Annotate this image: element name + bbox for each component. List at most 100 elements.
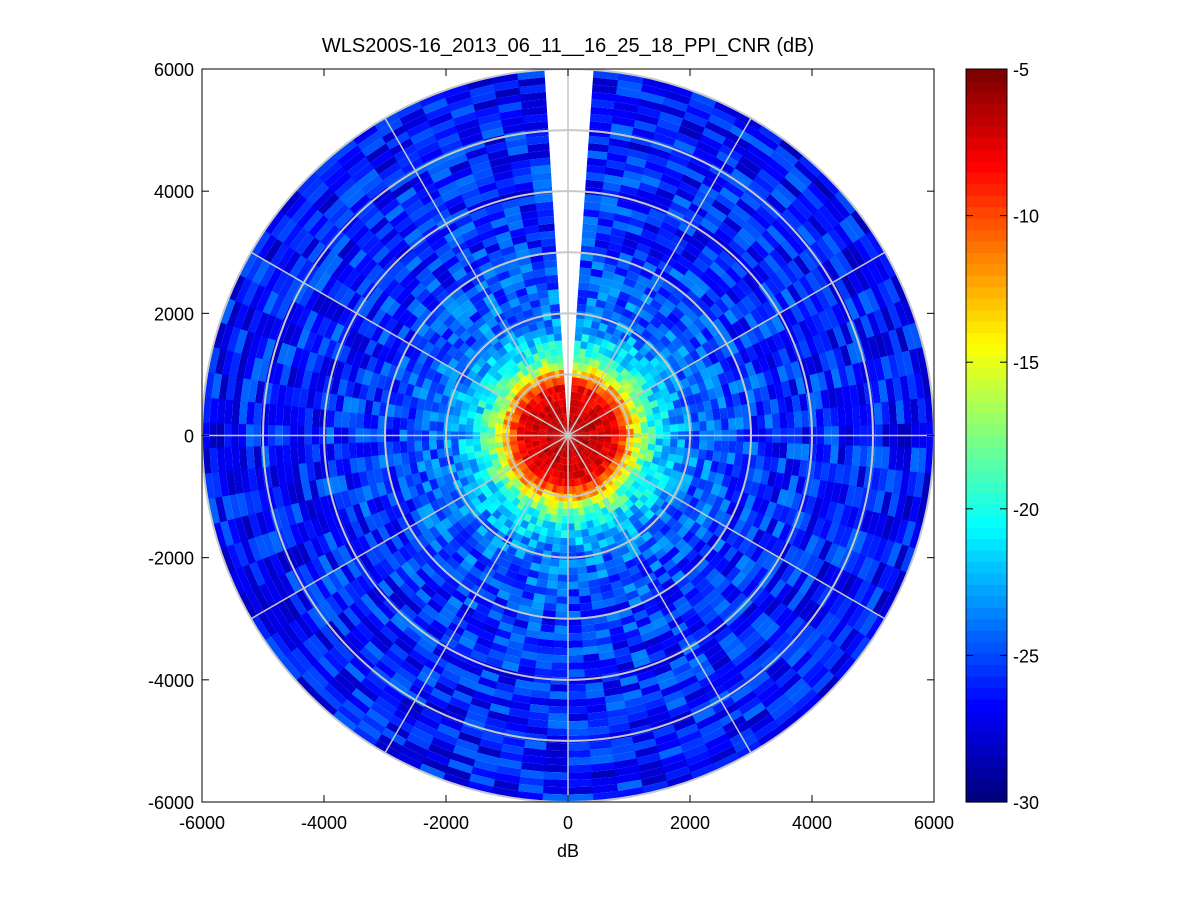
ppi-cell	[877, 379, 889, 405]
ppi-cell	[707, 337, 721, 352]
ppi-cell	[540, 304, 552, 314]
ppi-cell	[699, 490, 711, 504]
ppi-cell	[626, 564, 641, 577]
ppi-cell	[703, 307, 719, 324]
ppi-cell	[773, 382, 785, 400]
ppi-cell	[789, 547, 805, 569]
ppi-cell	[418, 470, 429, 484]
ppi-cell	[584, 557, 596, 567]
ppi-cell	[619, 184, 640, 197]
ppi-cell	[443, 254, 461, 270]
ppi-cell	[521, 270, 536, 281]
ppi-cell	[622, 468, 632, 477]
ppi-cell	[577, 446, 584, 453]
ppi-cell	[726, 614, 746, 633]
ppi-cell	[433, 612, 452, 629]
ppi-cell	[696, 140, 721, 158]
ppi-cell	[489, 695, 512, 708]
ppi-cell	[730, 168, 755, 188]
ppi-cell	[644, 554, 659, 567]
ppi-cell	[615, 660, 635, 673]
ppi-cell	[621, 308, 634, 320]
ppi-cell	[567, 574, 579, 583]
ppi-cell	[821, 285, 839, 309]
ppi-cell	[492, 595, 508, 608]
ppi-cell	[516, 664, 536, 676]
ppi-cell	[392, 636, 414, 655]
ppi-cell	[796, 192, 820, 217]
ppi-cell	[326, 442, 336, 461]
ppi-cell	[585, 380, 593, 389]
ppi-cell	[677, 513, 690, 527]
ppi-cell	[581, 427, 589, 432]
ppi-cell	[525, 403, 534, 411]
ppi-cell	[377, 414, 387, 430]
ppi-cell	[605, 467, 615, 475]
ppi-cell	[588, 381, 596, 391]
ppi-cell	[361, 234, 381, 255]
ppi-cell	[407, 371, 420, 386]
ppi-cell	[295, 257, 315, 282]
ppi-cell	[580, 341, 589, 350]
ppi-cell	[415, 407, 424, 421]
ppi-cell	[281, 595, 301, 620]
ppi-cell	[521, 99, 547, 109]
ppi-cell	[575, 407, 581, 416]
ppi-cell	[660, 221, 680, 236]
ppi-cell	[696, 603, 714, 621]
ppi-cell	[295, 641, 318, 667]
ppi-cell	[506, 367, 517, 378]
ppi-cell	[706, 322, 721, 338]
ppi-cell	[735, 417, 744, 431]
ppi-cell	[800, 661, 824, 685]
ppi-cell	[832, 502, 845, 526]
ppi-cell	[411, 552, 427, 568]
ppi-cell	[527, 462, 536, 470]
ppi-cell	[763, 254, 783, 275]
ppi-cell	[702, 459, 713, 472]
ppi-cell	[405, 556, 422, 573]
ppi-cell	[709, 746, 737, 765]
ppi-cell	[835, 251, 855, 276]
ppi-cell	[246, 444, 255, 470]
ppi-cell	[725, 355, 739, 371]
ppi-cell	[363, 530, 378, 550]
ppi-cell	[857, 290, 875, 317]
ppi-cell	[373, 561, 390, 580]
ppi-cell	[672, 194, 693, 210]
ppi-cell	[716, 485, 729, 500]
ppi-cell	[399, 106, 427, 125]
ppi-cell	[600, 472, 609, 481]
ppi-cell	[614, 562, 628, 574]
ppi-cell	[545, 580, 558, 590]
ppi-cell	[691, 707, 716, 725]
ppi-cell	[430, 592, 448, 608]
ppi-cell	[833, 223, 855, 249]
ppi-cell	[612, 220, 630, 232]
colorbar-band	[966, 504, 1007, 517]
ppi-cell	[300, 610, 320, 635]
ppi-cell	[681, 743, 708, 760]
ppi-cell	[337, 143, 363, 166]
ppi-cell	[506, 314, 518, 326]
ppi-cell	[535, 403, 543, 411]
ppi-cell	[732, 504, 745, 520]
ppi-cell	[586, 571, 599, 581]
ppi-cell	[751, 358, 764, 376]
ppi-cell	[684, 422, 693, 433]
ppi-cell	[620, 245, 637, 257]
ppi-cell	[791, 571, 809, 593]
ppi-cell	[853, 238, 874, 265]
ppi-cell	[577, 385, 583, 394]
ppi-cell	[554, 408, 560, 417]
ppi-cell	[676, 300, 691, 315]
ppi-cell	[550, 507, 558, 516]
ppi-cell	[707, 205, 729, 223]
ppi-cell	[282, 404, 292, 426]
ppi-cell	[342, 149, 368, 172]
ppi-cell	[456, 390, 467, 402]
ppi-cell	[536, 414, 544, 421]
ppi-cell	[732, 118, 760, 139]
ppi-cell	[699, 272, 717, 289]
